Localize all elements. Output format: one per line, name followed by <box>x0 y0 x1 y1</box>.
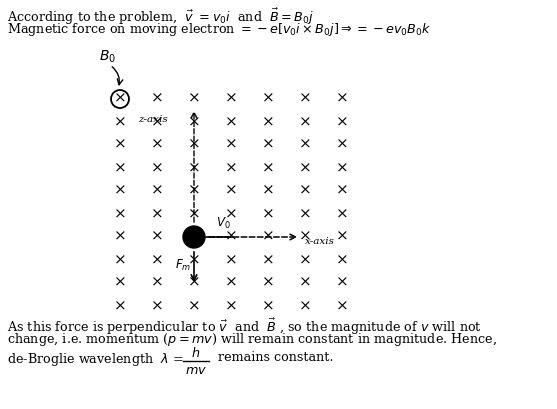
Text: ×: × <box>262 161 275 175</box>
Text: ×: × <box>188 299 201 313</box>
Text: ×: × <box>188 207 201 221</box>
Text: remains constant.: remains constant. <box>214 351 334 364</box>
Text: ×: × <box>299 299 311 313</box>
Text: ×: × <box>114 161 126 175</box>
Text: ×: × <box>150 207 163 221</box>
Text: ×: × <box>114 207 126 221</box>
Text: ×: × <box>114 299 126 313</box>
Text: ×: × <box>224 207 237 221</box>
Text: ×: × <box>336 115 348 129</box>
Text: ×: × <box>299 115 311 129</box>
Text: ×: × <box>299 230 311 244</box>
Text: ×: × <box>336 138 348 152</box>
Text: ×: × <box>188 184 201 198</box>
Text: ×: × <box>299 253 311 267</box>
Text: $mv$: $mv$ <box>185 364 207 377</box>
Text: ×: × <box>150 276 163 290</box>
Text: ×: × <box>336 92 348 106</box>
Text: ×: × <box>188 92 201 106</box>
Text: ×: × <box>262 207 275 221</box>
Text: ×: × <box>336 161 348 175</box>
Text: ×: × <box>262 299 275 313</box>
Text: ×: × <box>224 92 237 106</box>
Text: ×: × <box>262 92 275 106</box>
Text: ×: × <box>188 253 201 267</box>
Text: ×: × <box>114 92 126 106</box>
Text: ×: × <box>299 161 311 175</box>
Text: ×: × <box>299 184 311 198</box>
Text: ×: × <box>224 161 237 175</box>
Text: $B_0$: $B_0$ <box>100 49 116 65</box>
Text: ×: × <box>150 115 163 129</box>
Text: ×: × <box>150 253 163 267</box>
Text: ×: × <box>336 253 348 267</box>
Text: ×: × <box>150 92 163 106</box>
Text: ×: × <box>299 276 311 290</box>
Text: $F_m$: $F_m$ <box>175 258 191 273</box>
Text: ×: × <box>262 115 275 129</box>
Text: change, i.e. momentum ($p = mv$) will remain constant in magnitude. Hence,: change, i.e. momentum ($p = mv$) will re… <box>7 331 497 348</box>
Text: ×: × <box>150 161 163 175</box>
Text: ×: × <box>150 184 163 198</box>
Circle shape <box>183 226 205 248</box>
Text: ×: × <box>114 276 126 290</box>
Text: ×: × <box>224 115 237 129</box>
Text: ×: × <box>188 161 201 175</box>
Text: $V_0$: $V_0$ <box>216 216 231 231</box>
Text: ×: × <box>150 299 163 313</box>
Text: ×: × <box>336 184 348 198</box>
Text: ×: × <box>224 299 237 313</box>
Text: ×: × <box>114 138 126 152</box>
Text: ×: × <box>150 230 163 244</box>
Text: ×: × <box>188 138 201 152</box>
Text: ×: × <box>262 230 275 244</box>
Text: As this force is perpendicular to $\vec{v}$  and  $\vec{B}$ , so the magnitude o: As this force is perpendicular to $\vec{… <box>7 317 482 337</box>
Text: ×: × <box>188 276 201 290</box>
Text: ×: × <box>224 253 237 267</box>
Text: z-axis: z-axis <box>138 115 168 124</box>
Text: ×: × <box>224 276 237 290</box>
Text: x-axis: x-axis <box>305 236 335 245</box>
Text: According to the problem,  $\vec{v}$ $= v_0 i$  and  $\vec{B} = B_0 j$: According to the problem, $\vec{v}$ $= v… <box>7 7 314 27</box>
Text: ×: × <box>114 184 126 198</box>
Text: ×: × <box>150 138 163 152</box>
Text: ×: × <box>224 184 237 198</box>
Text: ×: × <box>114 115 126 129</box>
Text: ×: × <box>262 184 275 198</box>
Text: Magnetic force on moving electron $= -e[v_0 i \times B_0 j] \Rightarrow = -ev_0B: Magnetic force on moving electron $= -e[… <box>7 21 431 38</box>
Text: ×: × <box>114 253 126 267</box>
Text: ×: × <box>336 230 348 244</box>
Text: ×: × <box>299 138 311 152</box>
Text: ×: × <box>224 230 237 244</box>
Text: ×: × <box>336 276 348 290</box>
Text: $h$: $h$ <box>192 346 201 360</box>
Text: ×: × <box>299 207 311 221</box>
Text: ×: × <box>114 230 126 244</box>
Text: ×: × <box>224 138 237 152</box>
Text: de-Broglie wavelength  $\lambda$ =: de-Broglie wavelength $\lambda$ = <box>7 351 185 368</box>
Text: ×: × <box>336 207 348 221</box>
Text: ×: × <box>336 299 348 313</box>
Text: ×: × <box>262 276 275 290</box>
Text: ×: × <box>299 92 311 106</box>
Text: ×: × <box>262 253 275 267</box>
Text: ×: × <box>188 115 201 129</box>
Text: ×: × <box>262 138 275 152</box>
